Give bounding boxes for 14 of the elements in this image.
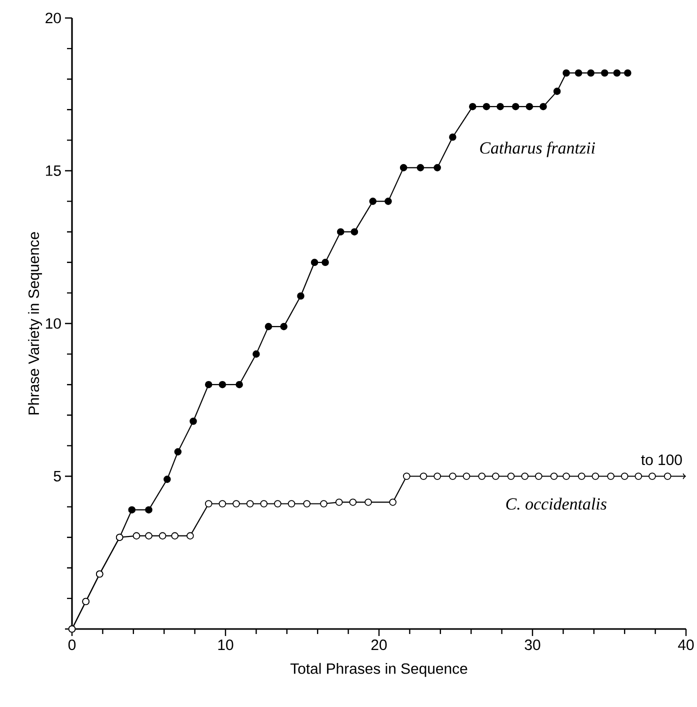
y-tick-label: 5 xyxy=(54,471,61,482)
series-label: C. occidentalis xyxy=(506,498,606,510)
x-tick-label: 10 xyxy=(218,640,234,650)
y-tick-label: 15 xyxy=(46,166,61,176)
x-axis-title: Total Phrases in Sequence xyxy=(290,662,468,677)
y-axis-title: Phrase Variety in Sequence xyxy=(28,232,42,414)
x-tick-label: 30 xyxy=(524,640,540,650)
annotation: to 100 xyxy=(641,454,682,466)
y-tick-label: 20 xyxy=(46,12,61,24)
y-tick-label: 10 xyxy=(46,318,61,329)
series-label: Catharus frantzii xyxy=(480,142,595,158)
x-tick-label: 20 xyxy=(371,640,387,650)
x-tick-label: 0 xyxy=(68,640,76,650)
x-tick-label: 40 xyxy=(678,640,694,650)
